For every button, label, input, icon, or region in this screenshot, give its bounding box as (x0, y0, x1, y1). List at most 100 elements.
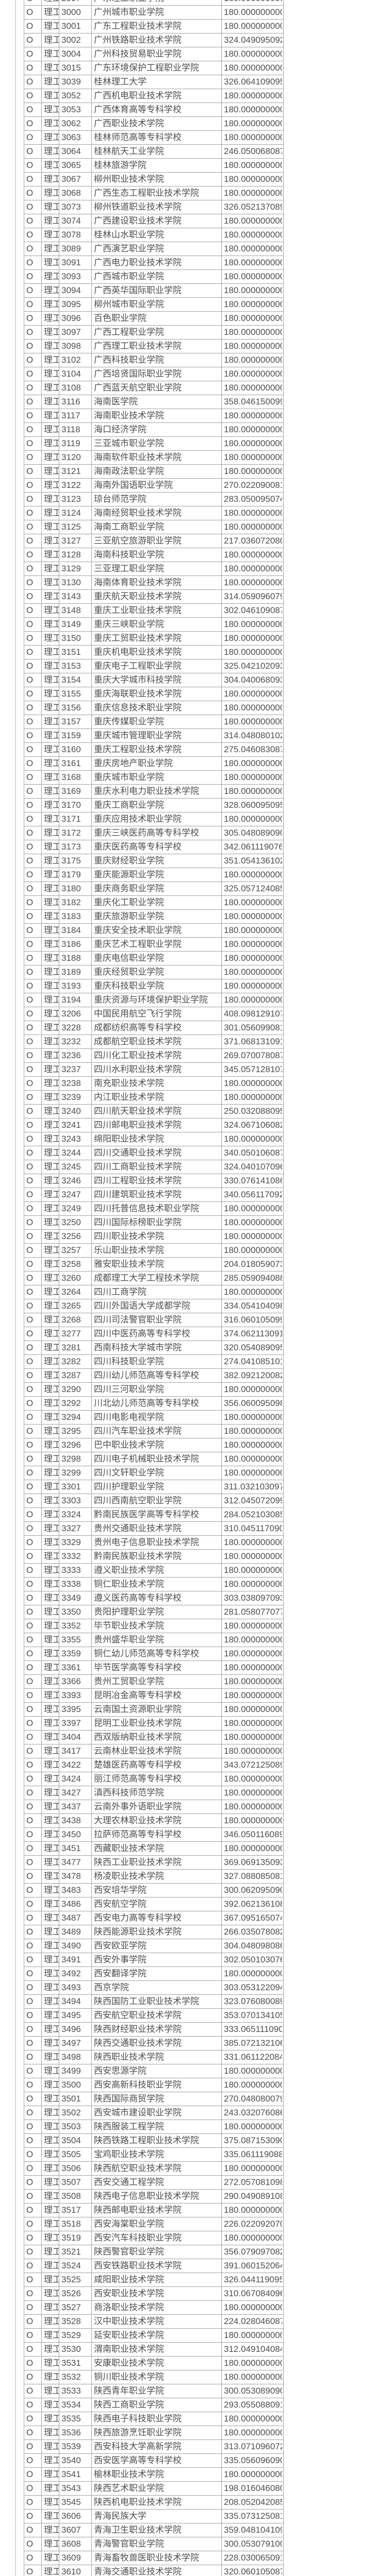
score-cell: 314.059096079 (224, 591, 282, 601)
score-cell: 180.000000000 (224, 1217, 282, 1227)
college-name-cell: 西安思源学院 (92, 2064, 222, 2078)
score-cell: 180.000000000 (224, 1412, 282, 1422)
score-cell: 274.041085101 (224, 1357, 282, 1366)
college-name-cell: 陕西邮电职业技术学院 (92, 2204, 222, 2217)
college-name-cell: 四川中医药高等专科学校 (92, 1327, 222, 1341)
college-name-cell: 重庆财经职业学院 (92, 854, 222, 868)
college-code-cell: 3153 (59, 659, 92, 673)
category-cell: 理工 (42, 854, 59, 868)
college-code-cell: 3282 (59, 1355, 92, 1368)
college-name-cell: 青海卫生职业技术学院 (92, 2523, 222, 2537)
table-row: O理工3124海南经贸职业技术学院180.000000000 (24, 506, 283, 520)
score-cell: 180.000000000 (224, 1231, 282, 1241)
symbol-cell: O (24, 2217, 42, 2231)
college-code-cell: 3240 (59, 1105, 92, 1118)
college-code-cell: 3073 (59, 200, 92, 214)
category-cell: 理工 (42, 228, 59, 242)
college-code-cell: 3539 (59, 2440, 92, 2453)
symbol-cell: O (24, 534, 42, 548)
score-cell: 180.000000000 (224, 91, 282, 100)
category-cell: 理工 (42, 1800, 59, 1814)
score-cell: 180.000000000 (224, 438, 282, 448)
college-code-cell: 3503 (59, 2120, 92, 2133)
table-row: O理工3503陕西服装工程学院180.000000000 (24, 2120, 283, 2134)
category-cell: 理工 (42, 2384, 59, 2398)
college-name-cell: 重庆化工职业学院 (92, 896, 222, 909)
category-cell: 理工 (42, 1258, 59, 1271)
score-cell: 180.000000000 (224, 2414, 282, 2424)
symbol-cell: O (24, 381, 42, 395)
table-row: O理工3303四川西南航空职业学院312.045072099 (24, 1494, 283, 1508)
college-name-cell: 黔南民族职业技术学院 (92, 1550, 222, 1563)
table-row: O理工3494陕西国防工业职业技术学院323.076080089 (24, 1995, 283, 2009)
college-name-cell: 重庆海联职业技术学院 (92, 687, 222, 701)
symbol-cell: O (24, 2273, 42, 2286)
college-name-cell: 桂林山水职业学院 (92, 228, 222, 242)
category-cell: 理工 (42, 2440, 59, 2453)
college-code-cell: 3094 (59, 284, 92, 297)
college-name-cell: 陕西国防工业职业技术学院 (92, 1995, 222, 2008)
college-code-cell: 3119 (59, 437, 92, 450)
category-cell: 理工 (42, 1105, 59, 1118)
college-name-cell: 四川邮电职业技术学院 (92, 1118, 222, 1132)
college-code-cell: 3281 (59, 1341, 92, 1354)
college-name-cell: 陕西艺术职业学院 (92, 2482, 222, 2495)
college-code-cell: 3536 (59, 2426, 92, 2439)
college-code-cell: 3541 (59, 2468, 92, 2481)
college-code-cell: 3528 (59, 2315, 92, 2328)
table-row: O理工3120海南软件职业技术学院180.000000000 (24, 451, 283, 465)
college-code-cell: 3089 (59, 242, 92, 256)
table-row: O理工3529延安职业技术学院180.000000000 (24, 2329, 283, 2343)
college-name-cell: 乐山职业技术学院 (92, 1244, 222, 1257)
college-code-cell: 3397 (59, 1717, 92, 1730)
category-cell: 理工 (42, 2551, 59, 2565)
table-row: O理工3521陕西警官职业学院356.079097082 (24, 2245, 283, 2259)
college-code-cell: 3260 (59, 1272, 92, 1285)
college-code-cell: 3498 (59, 2050, 92, 2064)
table-row: O理工3437云南外事外语职业学院180.000000000 (24, 1800, 283, 1814)
table-row: O理工3524西安铁路职业技术学院391.060152064 (24, 2259, 283, 2273)
score-cell: 180.000000000 (224, 1565, 282, 1575)
table-row: O理工3268四川司法警官职业学院316.060105099 (24, 1313, 283, 1327)
score-cell: 180.000000000 (224, 285, 282, 295)
table-row: O理工3333遵义职业技术学院180.000000000 (24, 1564, 283, 1578)
symbol-cell: O (24, 854, 42, 868)
category-cell: 理工 (42, 520, 59, 534)
college-code-cell: 3437 (59, 1800, 92, 1814)
score-cell: 408.098129107 (224, 1009, 282, 1019)
table-row: O理工3294四川电影电视学院180.000000000 (24, 1411, 283, 1425)
symbol-cell: O (24, 1772, 42, 1786)
table-row: O理工3188重庆电信职业学院180.000000000 (24, 952, 283, 965)
symbol-cell: O (24, 1884, 42, 1897)
category-cell: 理工 (42, 1355, 59, 1368)
table-row: O理工3157重庆传媒职业学院180.000000000 (24, 715, 283, 729)
score-cell: 326.052137089 (224, 202, 282, 212)
table-row: O理工3150重庆工贸职业技术学院180.000000000 (24, 632, 283, 646)
college-name-cell: 四川工商职业技术学院 (92, 1160, 222, 1174)
symbol-cell: O (24, 2412, 42, 2426)
table-row: O理工3489陕西能源职业技术学院266.035078082 (24, 1925, 283, 1939)
college-code-cell: 3350 (59, 1605, 92, 1619)
college-name-cell: 四川工商学院 (92, 1285, 222, 1299)
college-name-cell: 重庆电信职业学院 (92, 952, 222, 965)
symbol-cell: O (24, 284, 42, 297)
college-name-cell: 巴中职业技术学院 (92, 1438, 222, 1452)
table-row: O理工3102广西科技职业学院180.000000000 (24, 353, 283, 367)
category-cell: 理工 (42, 1411, 59, 1424)
score-cell: 180.000000000 (224, 911, 282, 921)
symbol-cell: O (24, 33, 42, 47)
college-name-cell: 广州铁路职业技术学院 (92, 33, 222, 47)
category-cell: 理工 (42, 1856, 59, 1869)
category-cell: 理工 (42, 1744, 59, 1758)
table-row: O理工3422楚雄医药高等专科学校343.072125089 (24, 1758, 283, 1772)
score-cell: 284.052103085 (224, 1510, 282, 1519)
symbol-cell: O (24, 1731, 42, 1744)
college-code-cell: 3424 (59, 1772, 92, 1786)
score-cell: 180.000000000 (224, 327, 282, 337)
symbol-cell: O (24, 868, 42, 882)
symbol-cell: O (24, 1132, 42, 1146)
symbol-cell: O (24, 1967, 42, 1980)
college-code-cell: 3489 (59, 1925, 92, 1939)
score-cell: 180.000000000 (224, 717, 282, 726)
category-cell: 理工 (42, 6, 59, 19)
